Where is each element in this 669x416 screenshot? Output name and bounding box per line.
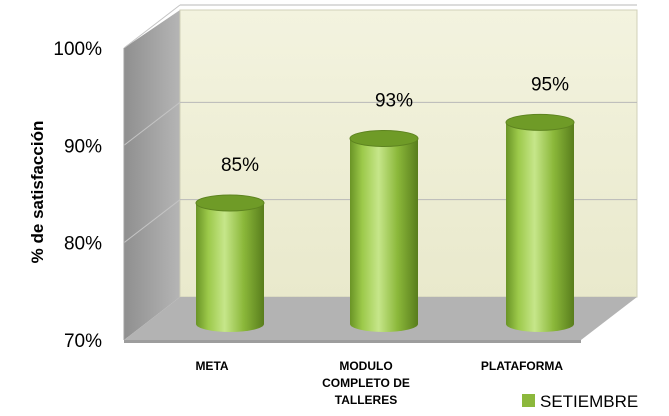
bar bbox=[349, 129, 419, 332]
bar-body bbox=[196, 203, 264, 332]
value-label: 95% bbox=[531, 74, 569, 95]
bar-body bbox=[350, 138, 418, 332]
legend-swatch bbox=[522, 394, 535, 407]
bar bbox=[195, 194, 265, 332]
y-tick-label: 100% bbox=[53, 39, 102, 60]
category-labels: META MODULO COMPLETO DE TALLERES PLATAFORMA bbox=[195, 359, 563, 407]
y-tick-labels: 70% 80% 90% 100% bbox=[53, 39, 102, 352]
side-gridline bbox=[123, 199, 181, 244]
category-label: PLATAFORMA bbox=[481, 359, 564, 373]
y-tick-label: 80% bbox=[64, 234, 102, 255]
value-labels: 85% 93% 95% bbox=[221, 74, 569, 176]
value-label: 93% bbox=[375, 90, 413, 111]
bars bbox=[195, 113, 575, 332]
side-gridline bbox=[123, 4, 181, 49]
y-tick-label: 70% bbox=[64, 331, 102, 352]
value-label: 85% bbox=[221, 155, 259, 176]
bar-top bbox=[505, 113, 575, 131]
bar bbox=[505, 113, 575, 332]
y-tick-label: 90% bbox=[64, 136, 102, 157]
bar-body bbox=[506, 122, 574, 332]
bar-top bbox=[349, 129, 419, 147]
category-label: MODULO COMPLETO DE TALLERES bbox=[322, 359, 410, 407]
left-side-wall bbox=[124, 10, 180, 340]
legend: SETIEMBRE bbox=[522, 392, 638, 411]
category-label: META bbox=[195, 359, 228, 373]
bar-top bbox=[195, 194, 265, 212]
side-gridline bbox=[123, 101, 181, 146]
y-axis-title: % de satisfacción bbox=[28, 121, 47, 264]
floor-edge bbox=[124, 340, 581, 343]
legend-label: SETIEMBRE bbox=[540, 392, 638, 411]
